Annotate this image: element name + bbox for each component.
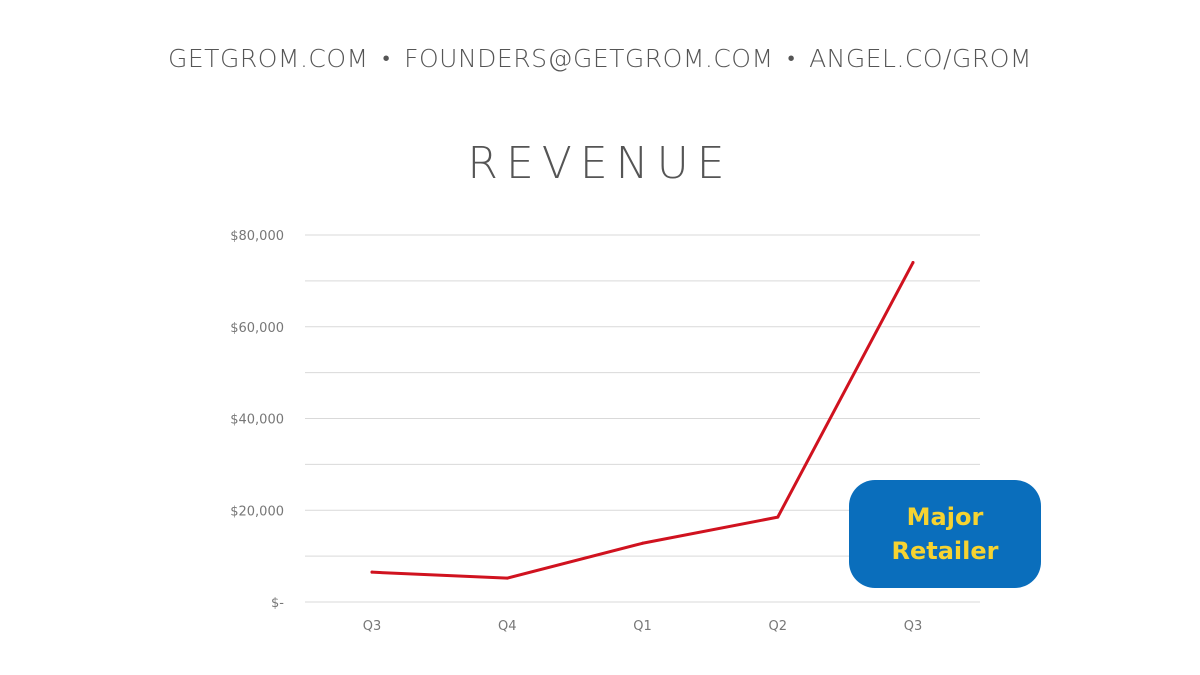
callout-line-1: Major	[906, 503, 984, 531]
email-link[interactable]: FOUNDERS@GETGROM.COM	[404, 44, 774, 73]
x-tick-label: Q4	[498, 619, 517, 634]
x-tick-label: Q3	[363, 619, 382, 634]
y-tick-label: $40,000	[230, 413, 284, 428]
data-point	[505, 576, 509, 580]
data-point	[776, 515, 780, 519]
y-tick-label: $80,000	[230, 229, 284, 244]
revenue-series-line	[370, 261, 915, 580]
separator-dot: •	[382, 46, 391, 70]
x-tick-label: Q3	[904, 619, 923, 634]
data-point	[911, 261, 915, 265]
y-tick-label: $20,000	[230, 504, 284, 519]
y-tick-label: $60,000	[230, 321, 284, 336]
x-tick-label: Q1	[633, 619, 652, 634]
callout-line-2: Retailer	[891, 537, 999, 565]
data-point	[370, 570, 374, 574]
y-tick-label: $-	[271, 596, 284, 611]
angellist-link[interactable]: ANGEL.CO/GROM	[809, 44, 1032, 73]
x-tick-label: Q2	[768, 619, 787, 634]
major-retailer-callout: Major Retailer	[849, 480, 1041, 588]
contact-bar: GETGROM.COM • FOUNDERS@GETGROM.COM • ANGEL.C…	[0, 44, 1200, 73]
website-link[interactable]: GETGROM.COM	[168, 44, 369, 73]
separator-dot: •	[787, 46, 796, 70]
data-point	[641, 541, 644, 545]
chart-title: REVENUE	[467, 138, 733, 189]
